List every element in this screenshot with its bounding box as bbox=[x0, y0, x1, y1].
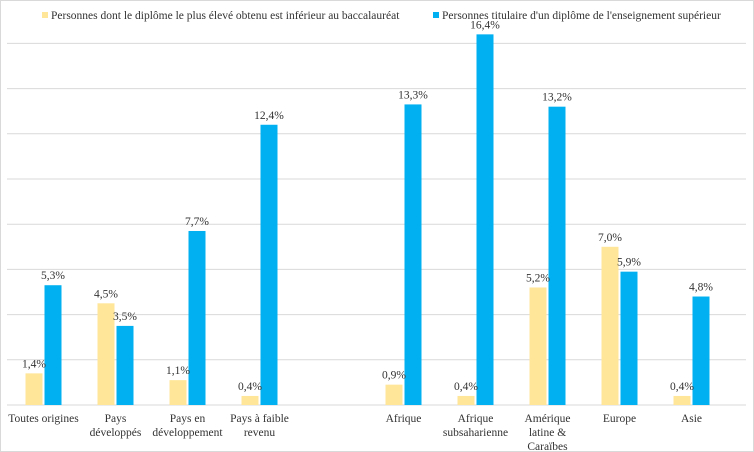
category-label-2-line-1: développement bbox=[152, 427, 223, 439]
bar-series-1-cat-0 bbox=[25, 373, 43, 405]
bar-series-2-cat-2 bbox=[188, 230, 206, 405]
bar-series-1-cat-3 bbox=[241, 395, 259, 405]
data-label-series-2-cat-3: 12,4% bbox=[254, 110, 284, 122]
category-label-6-line-1: subsaharienne bbox=[443, 427, 508, 439]
category-label-3-line-1: revenu bbox=[244, 427, 276, 439]
data-label-series-1-cat-6: 0,4% bbox=[454, 381, 478, 393]
data-label-series-2-cat-0: 5,3% bbox=[41, 270, 65, 282]
category-label-8-line-0: Europe bbox=[603, 413, 636, 425]
category-label-5-line-0: Afrique bbox=[386, 413, 422, 425]
category-label-1-line-1: développés bbox=[90, 427, 142, 439]
data-label-series-2-cat-8: 5,9% bbox=[617, 257, 641, 269]
data-label-series-1-cat-3: 0,4% bbox=[238, 381, 262, 393]
bar-series-1-cat-7 bbox=[529, 287, 547, 405]
data-label-series-1-cat-1: 4,5% bbox=[94, 288, 118, 300]
category-label-0-line-0: Toutes origines bbox=[8, 413, 79, 425]
category-labels: Toutes origines Pays développés Pays en déve… bbox=[8, 413, 702, 452]
data-label-series-1-cat-8: 7,0% bbox=[598, 232, 622, 244]
bar-series-1-cat-8 bbox=[601, 246, 619, 405]
data-label-series-2-cat-2: 7,7% bbox=[185, 216, 209, 228]
bar-series-2-cat-8 bbox=[620, 271, 638, 405]
data-label-series-2-cat-6: 16,4% bbox=[470, 19, 500, 31]
data-label-series-1-cat-5: 0,9% bbox=[382, 370, 406, 382]
data-label-series-1-cat-7: 5,2% bbox=[526, 272, 550, 284]
bar-series-1-cat-9 bbox=[673, 395, 691, 405]
data-label-series-1-cat-0: 1,4% bbox=[22, 358, 46, 370]
bar-series-2-cat-3 bbox=[260, 124, 278, 405]
value-labels: 1,4% 5,3% 4,5% 3,5% 1,1% 7,7% 0,4% 12,4% 0,9% 13,… bbox=[22, 19, 713, 393]
legend-label-series-2: Personnes titulaire d'un diplôme de l'en… bbox=[442, 10, 721, 22]
bar-series-2-cat-5 bbox=[404, 104, 422, 406]
category-label-2-line-0: Pays en bbox=[170, 413, 206, 425]
bar-series-1-cat-6 bbox=[457, 395, 475, 405]
bar-series-2-cat-9 bbox=[692, 296, 710, 405]
category-label-7-line-0: Amérique bbox=[525, 413, 571, 425]
category-label-3-line-0: Pays à faible bbox=[230, 413, 289, 425]
legend-swatch-series-1 bbox=[42, 12, 48, 18]
data-label-series-1-cat-2: 1,1% bbox=[166, 365, 190, 377]
bar-series-2-cat-0 bbox=[44, 285, 62, 405]
category-label-7-line-2: Caraïbes bbox=[527, 441, 568, 452]
bar-series-1-cat-2 bbox=[169, 380, 187, 405]
legend-swatch-series-2 bbox=[433, 12, 439, 18]
bar-series-1-cat-5 bbox=[385, 384, 403, 405]
bar-series-2-cat-6 bbox=[476, 34, 494, 406]
data-label-series-1-cat-9: 0,4% bbox=[670, 381, 694, 393]
data-label-series-2-cat-9: 4,8% bbox=[689, 282, 713, 294]
bar-series-1-cat-1 bbox=[97, 303, 115, 405]
category-label-6-line-0: Afrique bbox=[458, 413, 494, 425]
bar-series-2-cat-7 bbox=[548, 106, 566, 406]
category-label-1-line-0: Pays bbox=[105, 413, 127, 425]
data-label-series-2-cat-1: 3,5% bbox=[113, 311, 137, 323]
bars bbox=[25, 34, 710, 406]
legend-label-series-1: Personnes dont le diplôme le plus élevé … bbox=[51, 10, 400, 22]
category-label-7-line-1: latine & bbox=[529, 427, 566, 439]
data-label-series-2-cat-5: 13,3% bbox=[398, 89, 428, 101]
legend: Personnes dont le diplôme le plus élevé … bbox=[42, 10, 721, 22]
category-label-9-line-0: Asie bbox=[681, 413, 702, 425]
data-label-series-2-cat-7: 13,2% bbox=[542, 92, 572, 104]
bar-series-2-cat-1 bbox=[116, 325, 134, 405]
